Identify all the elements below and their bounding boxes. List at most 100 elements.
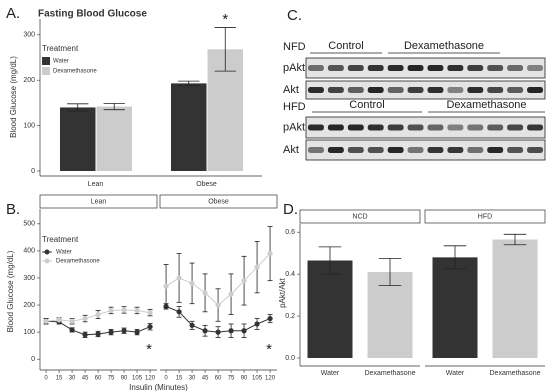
x-tick-label: 30 <box>69 376 76 382</box>
blot-band <box>387 87 404 93</box>
point <box>241 328 247 334</box>
point <box>134 329 140 335</box>
blot-band <box>367 147 384 153</box>
x-tick-label: 105 <box>252 376 263 382</box>
row-label: Akt <box>283 144 299 156</box>
x-tick-label: Water <box>446 370 465 377</box>
x-tick-label: 120 <box>145 376 156 382</box>
facet-strip <box>299 209 421 224</box>
legend-label: Dexamethasone <box>53 69 97 75</box>
blot-band <box>327 147 344 153</box>
blot-strip <box>305 57 546 79</box>
blot-band <box>527 87 543 93</box>
group-label: HFD <box>283 101 306 113</box>
blot-band <box>347 147 364 153</box>
x-tick-label: Obese <box>196 181 217 188</box>
error-bar <box>443 245 467 270</box>
x-tick-label: Water <box>321 370 340 377</box>
y-tick-label: 0.6 <box>285 229 295 236</box>
blot-strip <box>305 116 546 139</box>
point <box>69 318 75 324</box>
point <box>82 332 88 338</box>
error-bar <box>503 233 527 246</box>
y-tick-label: 300 <box>23 32 35 39</box>
group-label: NFD <box>283 41 306 53</box>
facet-label: HFD <box>478 213 492 220</box>
legend-label: Dexamethasone <box>56 259 100 265</box>
x-tick-label: 45 <box>202 376 209 382</box>
y-tick-label: 200 <box>23 302 35 309</box>
blot-band <box>527 65 543 71</box>
y-tick-label: 0.4 <box>285 271 295 278</box>
x-tick-label: 15 <box>56 376 63 382</box>
bar <box>432 257 478 358</box>
point <box>215 302 221 308</box>
x-axis-title: Insulin (Minutes) <box>129 383 188 391</box>
legend-label: Water <box>56 250 72 256</box>
point <box>108 329 114 335</box>
x-tick-label: Dexamethasone <box>365 370 416 377</box>
legend-title: Treatment <box>42 235 79 244</box>
error-bar <box>178 80 200 87</box>
blot-band <box>407 65 424 71</box>
chart-title: Fasting Blood Glucose <box>38 9 147 20</box>
error-bar <box>67 103 89 112</box>
point <box>121 328 127 334</box>
blot-band <box>447 87 464 93</box>
blot-band <box>327 65 344 71</box>
x-tick-label: 30 <box>189 376 196 382</box>
blot-band <box>507 65 524 71</box>
annotation: * <box>146 341 152 358</box>
point <box>241 278 247 284</box>
x-tick-label: 75 <box>228 376 235 382</box>
panel-letter: C. <box>287 7 302 24</box>
x-tick-label: 90 <box>241 376 248 382</box>
x-tick-label: 105 <box>132 376 143 382</box>
error-bar <box>103 102 125 111</box>
annotation: * <box>222 11 228 28</box>
blot-band <box>387 147 404 153</box>
blot-strip <box>305 139 546 161</box>
blot-band <box>427 65 444 71</box>
point <box>56 317 62 323</box>
legend-swatch <box>42 67 50 75</box>
blot-band <box>327 124 344 131</box>
blot-band <box>327 87 344 93</box>
point <box>189 322 195 328</box>
bar <box>96 106 133 171</box>
bar <box>307 260 353 358</box>
x-tick-label: 0 <box>164 376 168 382</box>
legend-title: Treatment <box>42 44 79 53</box>
point <box>254 321 260 327</box>
y-tick-label: 100 <box>23 329 35 336</box>
point <box>69 327 75 333</box>
blot-band <box>347 124 364 131</box>
y-axis-title: Blood Glucose (mg/dL) <box>9 56 18 138</box>
y-tick-label: 400 <box>23 248 35 255</box>
point <box>82 315 88 322</box>
y-tick-label: 100 <box>23 122 35 129</box>
y-tick-label: 200 <box>23 77 35 84</box>
blot-band <box>507 124 524 131</box>
y-axis-title: Blood Glucose (mg/dL) <box>6 250 15 332</box>
y-tick-label: 0.0 <box>285 355 295 362</box>
blot-band <box>467 87 484 93</box>
point <box>189 280 195 286</box>
point <box>176 275 182 281</box>
point <box>254 264 260 270</box>
x-tick-label: Lean <box>88 181 104 188</box>
point <box>176 309 182 315</box>
blot-band <box>407 124 424 131</box>
blot-band <box>347 87 364 93</box>
point <box>163 283 169 289</box>
condition-label: Dexamethasone <box>404 40 484 52</box>
blot-band <box>387 65 404 71</box>
condition-label: Control <box>328 40 363 52</box>
blot-band <box>527 124 543 131</box>
blot-band <box>308 87 324 93</box>
x-tick-label: 60 <box>95 376 102 382</box>
x-tick-label: 15 <box>176 376 183 382</box>
point <box>121 307 127 313</box>
